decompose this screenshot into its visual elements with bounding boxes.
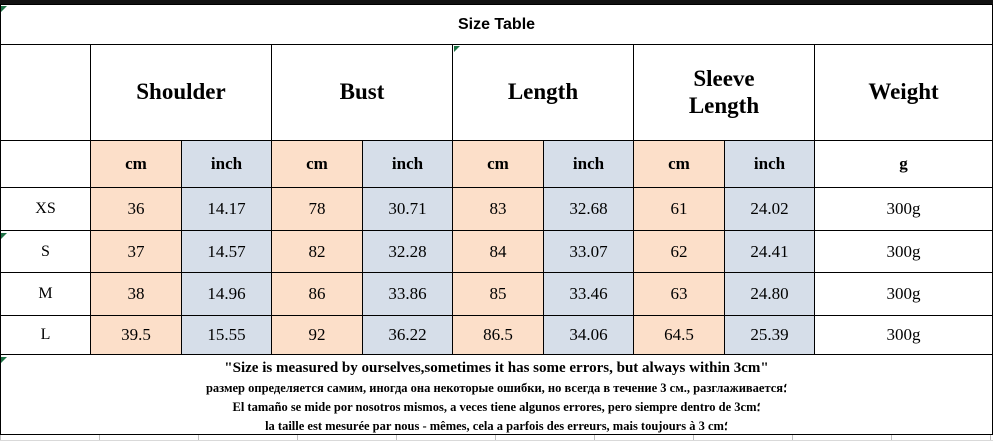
- cell-flag-icon: [1, 233, 7, 239]
- cell: 64.5: [634, 316, 725, 355]
- cell: 300g: [815, 316, 993, 355]
- cell: 38: [91, 273, 182, 316]
- unit-header-cm: cm: [272, 141, 363, 188]
- unit-header-inch: inch: [544, 141, 634, 188]
- size-table: Size Table Shoulder Bust Length Sleeve L…: [0, 4, 993, 435]
- cell: 84: [453, 231, 544, 273]
- note-english: "Size is measured by ourselves,sometimes…: [224, 360, 769, 376]
- cropped-row-bottom: [0, 435, 993, 441]
- cell-flag-icon: [1, 6, 7, 12]
- col-header-weight: Weight: [815, 45, 993, 141]
- cell: 300g: [815, 188, 993, 231]
- cell: 39.5: [91, 316, 182, 355]
- cell: 33.07: [544, 231, 634, 273]
- unit-header-inch: inch: [182, 141, 272, 188]
- cell: 300g: [815, 273, 993, 316]
- cell: 14.17: [182, 188, 272, 231]
- page-title: Size Table: [1, 5, 993, 45]
- note-french: la taille est mesurée par nous - mêmes, …: [265, 419, 728, 433]
- unit-header-inch: inch: [725, 141, 815, 188]
- cell-flag-icon: [454, 46, 460, 52]
- cell: 86.5: [453, 316, 544, 355]
- cell: 34.06: [544, 316, 634, 355]
- cell: 300g: [815, 231, 993, 273]
- col-header-shoulder: Shoulder: [91, 45, 272, 141]
- size-label-l: L: [1, 316, 91, 355]
- cropped-row-top: [0, 0, 993, 4]
- cell: 36.22: [363, 316, 453, 355]
- cell: 78: [272, 188, 363, 231]
- cell: 15.55: [182, 316, 272, 355]
- cell: 86: [272, 273, 363, 316]
- size-label-m: M: [1, 273, 91, 316]
- col-header-bust: Bust: [272, 45, 453, 141]
- cell: 82: [272, 231, 363, 273]
- measurement-notes: "Size is measured by ourselves,sometimes…: [1, 355, 993, 435]
- cell: 37: [91, 231, 182, 273]
- cell: 25.39: [725, 316, 815, 355]
- cell: 24.41: [725, 231, 815, 273]
- corner-cell: [1, 45, 91, 141]
- note-spanish: El tamaño se mide por nosotros mismos, a…: [232, 400, 761, 414]
- unit-header-cm: cm: [453, 141, 544, 188]
- cell: 36: [91, 188, 182, 231]
- col-header-length: Length: [453, 45, 634, 141]
- col-header-sleeve-length: Sleeve Length: [634, 45, 815, 141]
- cell: 30.71: [363, 188, 453, 231]
- unit-header-inch: inch: [363, 141, 453, 188]
- cell: 24.02: [725, 188, 815, 231]
- cell: 61: [634, 188, 725, 231]
- cell: 32.68: [544, 188, 634, 231]
- cell: 83: [453, 188, 544, 231]
- cell: 63: [634, 273, 725, 316]
- cell: 62: [634, 231, 725, 273]
- unit-header-g: g: [815, 141, 993, 188]
- unit-header-blank: [1, 141, 91, 188]
- note-russian: размер определяется самим, иногда она не…: [205, 381, 788, 395]
- cell: 24.80: [725, 273, 815, 316]
- cell-flag-icon: [1, 357, 7, 363]
- size-label-s: S: [1, 231, 91, 273]
- unit-header-cm: cm: [91, 141, 182, 188]
- col-header-sleeve-length-text: Sleeve Length: [688, 66, 760, 118]
- cell: 33.46: [544, 273, 634, 316]
- size-label-xs: XS: [1, 188, 91, 231]
- cell: 32.28: [363, 231, 453, 273]
- cell: 33.86: [363, 273, 453, 316]
- cell: 14.57: [182, 231, 272, 273]
- unit-header-cm: cm: [634, 141, 725, 188]
- cell: 92: [272, 316, 363, 355]
- cell: 14.96: [182, 273, 272, 316]
- cell: 85: [453, 273, 544, 316]
